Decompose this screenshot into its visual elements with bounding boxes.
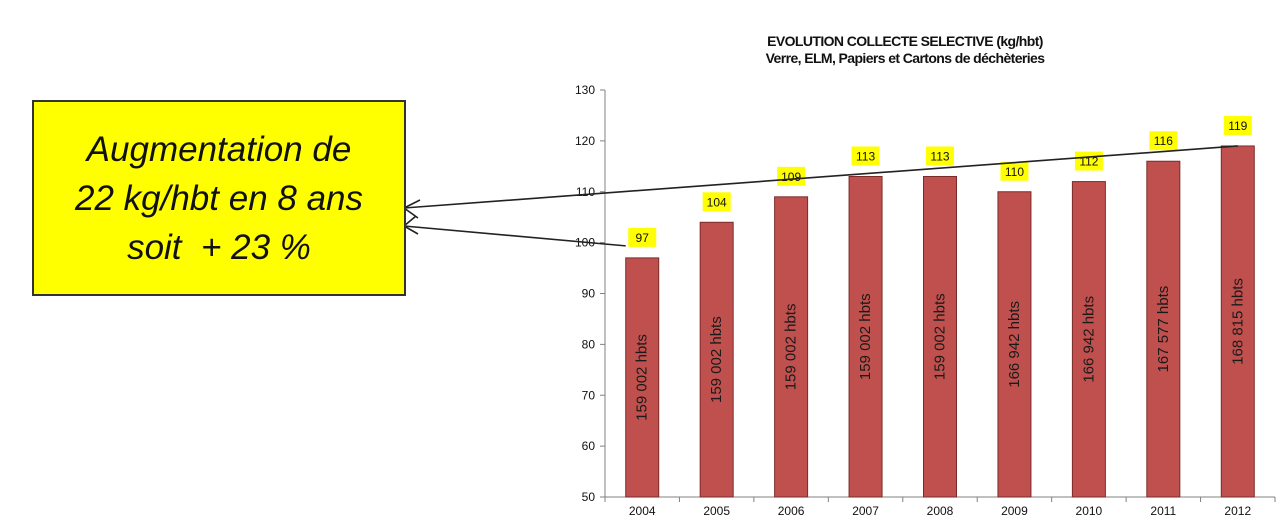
x-tick-label: 2012 [1224, 504, 1251, 517]
arrow-line-to-2004 [403, 225, 626, 247]
bar-2009 [997, 191, 1032, 498]
data-label-background [851, 146, 880, 166]
data-label-background [777, 166, 806, 186]
data-label: 119 [1228, 119, 1247, 133]
x-tick-label: 2011 [1150, 504, 1176, 517]
arrowhead-upper [402, 199, 421, 219]
y-tick-label: 80 [582, 337, 596, 351]
bar-2005 [699, 221, 734, 498]
arrowhead-lower [402, 215, 419, 235]
bar-population-label: 159 002 hbts [783, 304, 800, 391]
callout-line-3: soit + 23 % [127, 227, 311, 267]
data-label: 116 [1154, 134, 1173, 148]
bar-population-label: 167 577 hbts [1155, 286, 1172, 373]
x-tick-label: 2005 [703, 504, 730, 517]
callout-arrows [402, 145, 1238, 247]
bar-2008 [923, 175, 957, 498]
arrow-line-to-2012 [403, 145, 1238, 209]
y-tick-label: 110 [576, 185, 595, 199]
data-label-background [926, 146, 954, 166]
data-label-background [1223, 115, 1252, 135]
chart-title: EVOLUTION COLLECTE SELECTIVE (kg/hbt) [767, 33, 1043, 49]
x-tick-label: 2007 [852, 504, 879, 517]
bar-population-label: 166 942 hbts [1006, 301, 1023, 388]
bar-population-label: 159 002 hbts [708, 316, 725, 403]
chart-subtitle: Verre, ELM, Papiers et Cartons de déchèt… [766, 50, 1046, 66]
y-tick-label: 60 [582, 439, 596, 453]
bar-population-label: 159 002 hbts [634, 334, 651, 421]
y-tick-label: 70 [582, 388, 596, 402]
y-tick-label: 120 [575, 134, 595, 148]
data-label: 113 [856, 149, 875, 163]
bar-2010 [1071, 181, 1106, 498]
chart-bars: 159 002 hbts 97 159 002 hbts 104 159 002 hbt… [625, 115, 1255, 498]
callout-line-2: 22 kg/hbt en 8 ans [75, 178, 363, 218]
x-tick-label: 2004 [629, 504, 656, 517]
x-tick-label: 2006 [778, 504, 805, 517]
callout-line-1: Augmentation de [86, 129, 352, 169]
bar-population-label: 159 002 hbts [932, 293, 949, 380]
data-label-background [702, 192, 731, 212]
bar-population-label: 168 815 hbts [1229, 278, 1246, 365]
y-tick-label: 90 [582, 287, 596, 301]
data-label-background [1000, 161, 1029, 181]
bar-2011 [1146, 160, 1181, 498]
bar-population-label: 166 942 hbts [1080, 296, 1097, 383]
bar-2007 [848, 175, 883, 498]
x-tick-label: 2009 [1001, 504, 1028, 517]
data-label: 104 [707, 195, 727, 209]
x-tick-label: 2010 [1076, 504, 1103, 517]
data-label-background [1149, 131, 1178, 151]
data-label: 113 [930, 149, 949, 163]
bar-2006 [774, 196, 809, 498]
data-label: 109 [781, 170, 801, 184]
bar-population-label: 159 002 hbts [857, 293, 874, 380]
bar-2004 [625, 257, 660, 498]
bar-2012 [1220, 145, 1255, 498]
y-tick-label: 50 [582, 490, 596, 504]
data-label: 110 [1005, 165, 1024, 179]
data-label-background [628, 227, 657, 247]
data-label: 97 [636, 231, 650, 245]
x-tick-label: 2008 [927, 504, 954, 517]
y-tick-label: 130 [575, 83, 595, 97]
annotation-callout: Augmentation de 22 kg/hbt en 8 ans soit … [32, 100, 406, 296]
